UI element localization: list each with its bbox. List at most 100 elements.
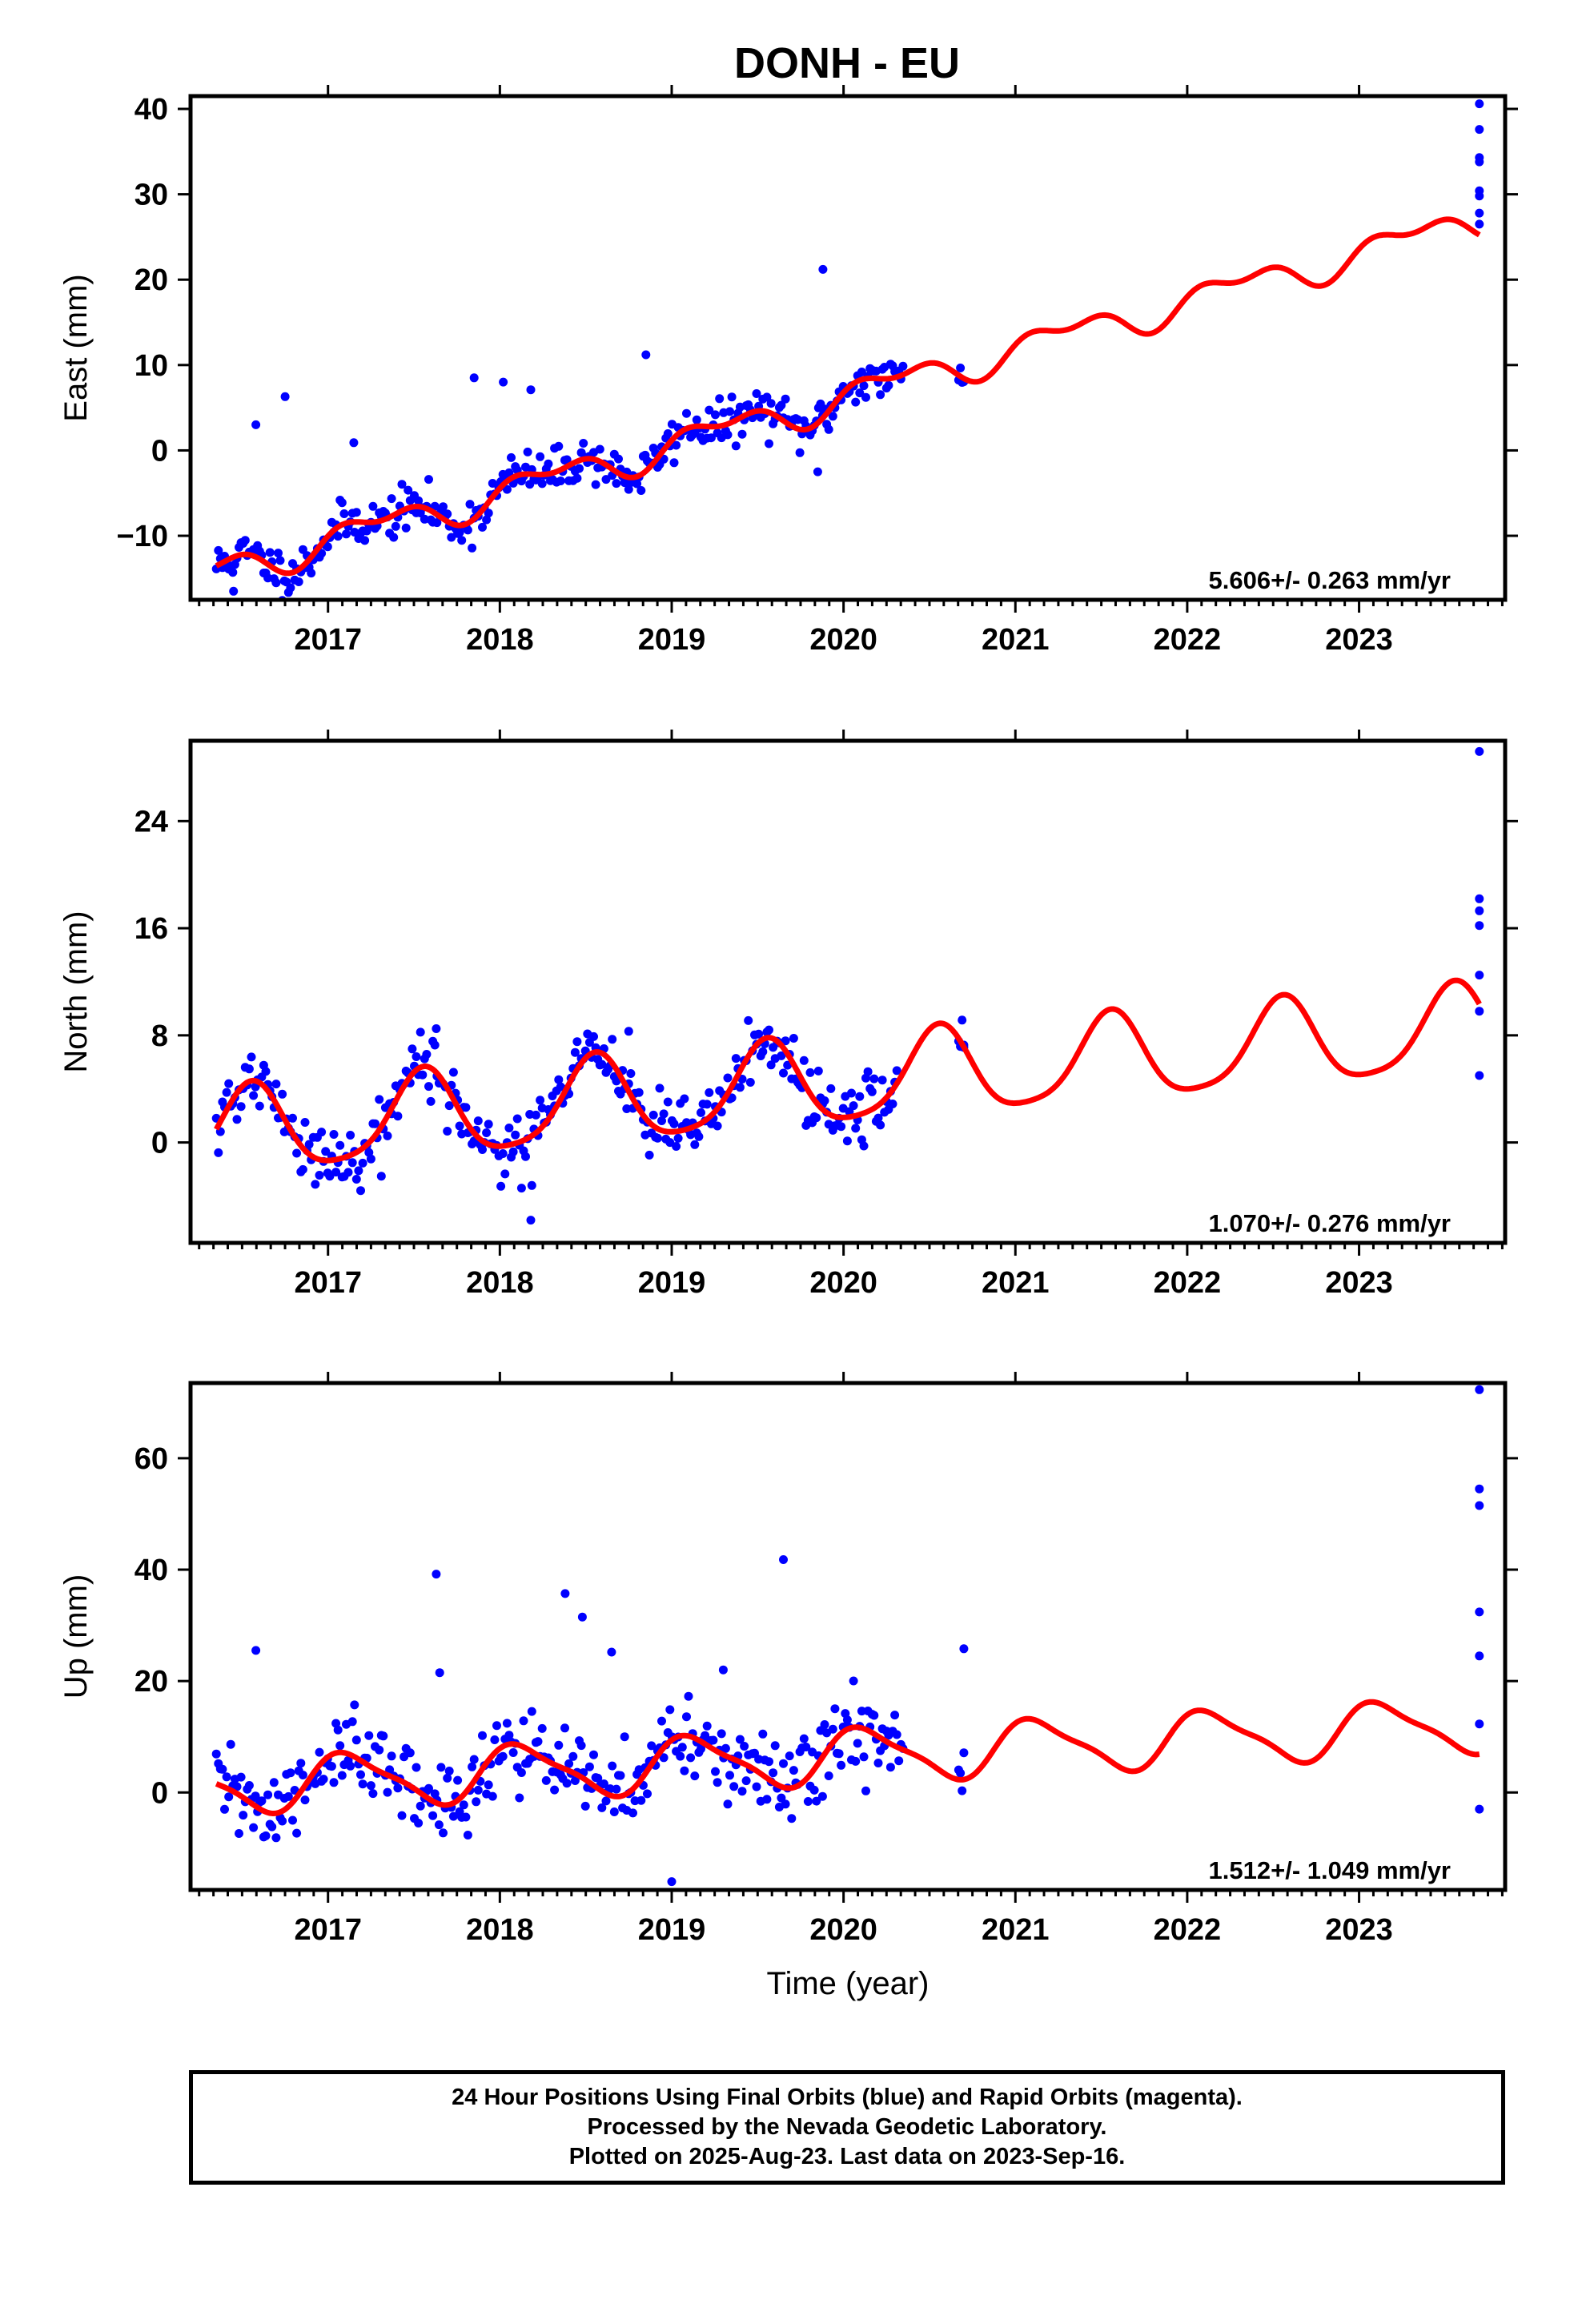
data-point [657,1716,666,1726]
data-point [702,1721,712,1731]
data-point [890,1711,900,1720]
data-point [523,447,532,456]
data-point [684,1691,693,1701]
data-point [469,373,479,383]
data-point [371,1119,379,1128]
data-point [244,1064,254,1074]
data-point [507,452,516,462]
data-point [643,1789,652,1799]
data-point [597,1803,607,1812]
data-point [482,515,492,525]
x-tick-label: 2019 [638,1913,706,1947]
data-point [608,1035,617,1044]
data-point [634,1088,644,1097]
data-point [1475,1071,1484,1080]
data-point [432,1024,441,1033]
x-tick-label: 2017 [294,623,362,657]
data-point [607,1647,616,1657]
y-tick-label: 60 [135,1442,168,1476]
data-point [222,1088,231,1097]
data-point [235,1829,243,1838]
data-point [1475,1385,1484,1394]
data-point [550,1785,560,1795]
data-point [956,1768,966,1778]
data-point [356,1186,365,1196]
data-point [575,464,584,473]
data-point [824,1771,833,1780]
data-point [389,533,399,542]
y-tick-label: 20 [135,1665,168,1699]
data-point [706,433,716,443]
data-point [1475,1007,1484,1016]
data-point [472,1797,481,1807]
data-point [488,1791,497,1801]
data-point [408,1044,417,1054]
data-point [222,1772,231,1782]
data-point [358,1158,367,1168]
data-points-east [211,99,1484,600]
data-point [473,1785,483,1795]
data-point [659,1753,669,1763]
data-point [343,1168,353,1177]
y-tick-label: 40 [135,1554,168,1587]
data-point [725,1771,734,1780]
data-point [350,1700,359,1710]
data-point [959,1644,969,1654]
data-point [531,1110,540,1120]
data-point [659,1109,669,1119]
data-point [358,1779,367,1789]
data-point [680,1766,689,1775]
data-point [554,441,564,451]
y-axis-label-up: Up (mm) [58,1574,94,1699]
data-point [1475,906,1484,915]
x-tick-label: 2020 [809,623,877,657]
data-point [346,1131,355,1140]
x-tick-label: 2021 [982,1266,1050,1300]
data-point [278,1816,287,1826]
y-tick-label: 0 [151,1127,168,1160]
data-point [745,1078,755,1087]
data-point [672,440,681,450]
data-point [828,412,837,421]
data-point [527,1707,536,1716]
data-point [644,1150,654,1160]
data-point [663,1097,673,1107]
data-point [781,1799,790,1809]
footer-caption-box: 24 Hour Positions Using Final Orbits (bl… [189,2070,1505,2185]
data-point [554,1075,564,1084]
data-point [364,1731,374,1740]
data-point [591,480,600,489]
data-point [385,1765,395,1775]
data-point [1475,1607,1484,1617]
data-point [754,1029,764,1039]
data-point [267,1822,277,1831]
data-point [789,1766,798,1775]
data-point [294,577,303,586]
data-point [315,1171,324,1180]
data-point [218,1764,227,1774]
data-point [376,1172,386,1181]
data-point [339,509,349,518]
data-point [781,1036,790,1046]
data-point [404,485,413,495]
x-tick-label: 2020 [809,1913,877,1947]
data-point [368,1789,378,1799]
rate-label-north: 1.070+/- 0.276 mm/yr [1209,1209,1451,1237]
data-point [375,1745,384,1755]
data-point [337,1771,347,1780]
data-point [498,1751,508,1761]
data-point [857,368,866,376]
data-point [568,1751,578,1761]
data-point [448,1811,458,1821]
data-point [236,1772,246,1782]
data-point [430,1040,440,1050]
data-point [292,1148,302,1158]
data-point [492,1721,501,1731]
data-point [465,500,475,509]
x-tick-label: 2018 [466,1266,534,1300]
data-point [379,1731,388,1741]
data-point [692,415,701,424]
data-point [863,1067,873,1076]
data-point [770,1741,780,1751]
y-tick-label: 30 [135,179,168,212]
